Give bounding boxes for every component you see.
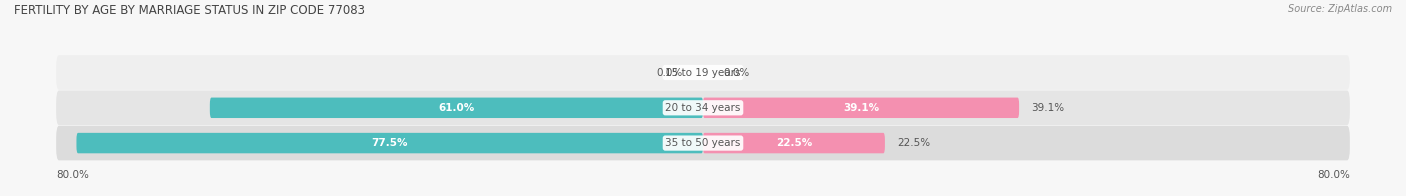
Text: 61.0%: 61.0% — [439, 103, 475, 113]
FancyBboxPatch shape — [56, 91, 1350, 125]
Text: Source: ZipAtlas.com: Source: ZipAtlas.com — [1288, 4, 1392, 14]
FancyBboxPatch shape — [703, 133, 884, 153]
Text: FERTILITY BY AGE BY MARRIAGE STATUS IN ZIP CODE 77083: FERTILITY BY AGE BY MARRIAGE STATUS IN Z… — [14, 4, 366, 17]
Text: 22.5%: 22.5% — [776, 138, 813, 148]
Text: 80.0%: 80.0% — [56, 170, 89, 180]
FancyBboxPatch shape — [56, 126, 1350, 160]
FancyBboxPatch shape — [703, 98, 1019, 118]
FancyBboxPatch shape — [209, 98, 703, 118]
Text: 80.0%: 80.0% — [1317, 170, 1350, 180]
Text: 0.0%: 0.0% — [723, 67, 749, 78]
Text: 22.5%: 22.5% — [897, 138, 931, 148]
Text: 0.0%: 0.0% — [657, 67, 683, 78]
Text: 39.1%: 39.1% — [844, 103, 879, 113]
Text: 15 to 19 years: 15 to 19 years — [665, 67, 741, 78]
Text: 77.5%: 77.5% — [371, 138, 408, 148]
Text: 35 to 50 years: 35 to 50 years — [665, 138, 741, 148]
FancyBboxPatch shape — [56, 55, 1350, 90]
Text: 20 to 34 years: 20 to 34 years — [665, 103, 741, 113]
Text: 39.1%: 39.1% — [1031, 103, 1064, 113]
FancyBboxPatch shape — [76, 133, 703, 153]
